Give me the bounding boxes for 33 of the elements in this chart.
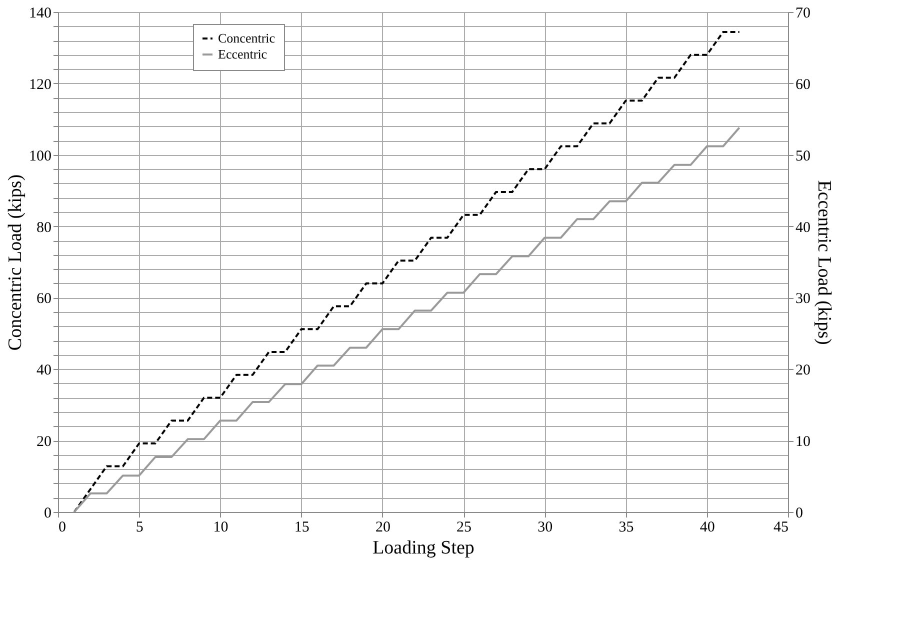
x-tick-label: 25 [456,520,472,536]
x-tick-label: 45 [774,520,788,536]
y2-tick-label: 70 [796,6,810,22]
y-tick-label: 40 [36,362,52,379]
y2-axis-title: Eccentric Load (kips) [814,180,834,345]
x-tick-label: 35 [618,520,634,536]
y2-tick-label: 30 [796,291,810,308]
y2-tick-label: 10 [796,434,810,450]
y2-tick-label: 0 [796,506,803,522]
y-tick-label: 100 [29,148,52,164]
legend-label: Eccentric [218,46,268,62]
y2-tick-label: 20 [796,362,810,379]
x-tick-label: 20 [375,520,390,536]
y-tick-label: 140 [29,6,52,22]
legend-label: Concentric [218,30,276,46]
y2-tick-label: 40 [796,220,810,236]
line-series [73,31,740,513]
y-axis-title: Concentric Load (kips) [5,174,26,351]
y-tick-label: 120 [29,76,52,93]
line-series [73,126,740,513]
y-tick-label: 20 [36,434,52,450]
x-tick-label: 10 [213,520,228,536]
y-tick-label: 80 [36,220,52,236]
y-tick-label: 0 [44,506,52,522]
x-tick-label: 40 [700,520,715,536]
y2-tick-label: 60 [796,76,810,93]
y-tick-label: 60 [36,291,52,308]
x-tick-label: 30 [538,520,553,536]
x-tick-label: 5 [136,520,144,536]
x-tick-label: 0 [58,520,66,536]
x-axis-title: Loading Step [372,538,474,558]
y2-tick-label: 50 [796,148,810,164]
x-tick-label: 15 [294,520,310,536]
